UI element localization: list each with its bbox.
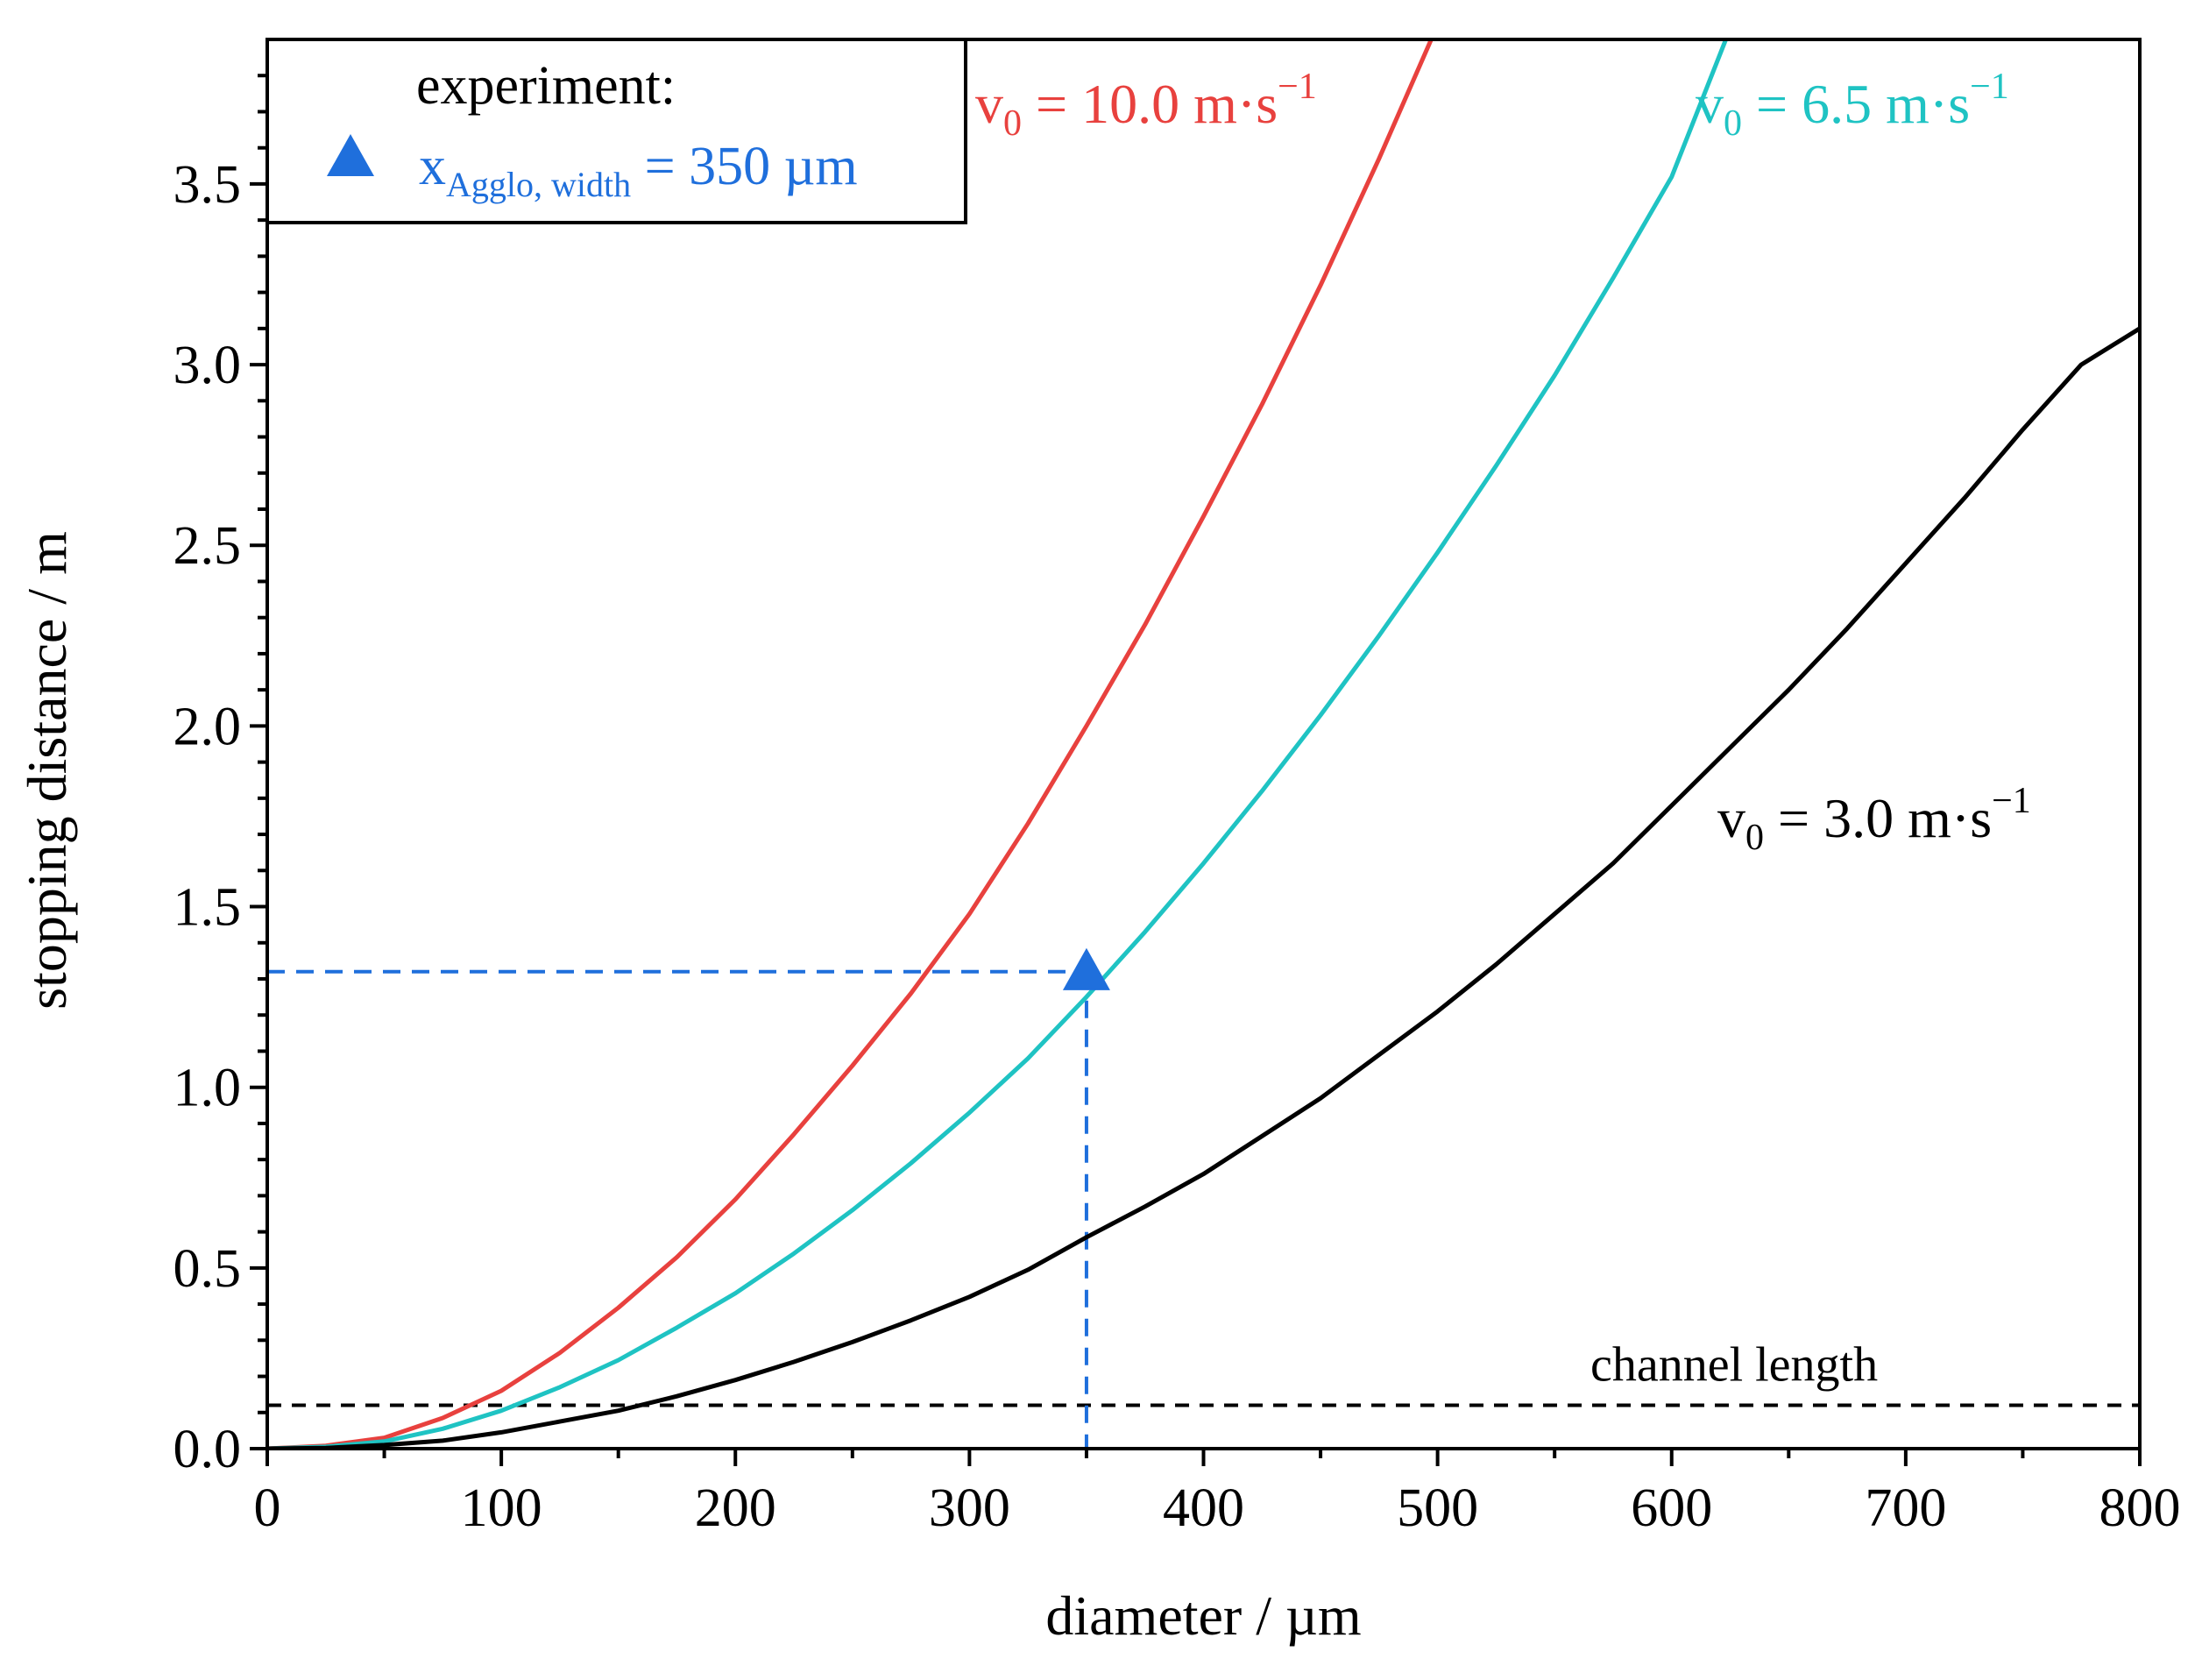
- x-tick-label: 500: [1397, 1478, 1478, 1538]
- curve-v0-10-0-label-rest: = 10.0 m·s: [1022, 73, 1278, 135]
- curve-v0-3-0-label-rest: = 3.0 m·s: [1764, 787, 1992, 849]
- y-tick-label: 3.0: [173, 336, 242, 395]
- curve-v0-3-0-line: [267, 326, 2140, 1449]
- legend-entry-main: x: [419, 137, 446, 196]
- x-tick-label: 200: [695, 1478, 776, 1538]
- curve-v0-6-5-label-main: v: [1696, 73, 1724, 135]
- curve-v0-3-0-label-main: v: [1717, 787, 1745, 849]
- x-tick-label: 100: [461, 1478, 542, 1538]
- y-axis-title: stopping distance / m: [16, 531, 78, 1010]
- y-tick-label: 0.0: [173, 1420, 242, 1479]
- curve-v0-6-5-label-sub: 0: [1724, 103, 1742, 144]
- legend-entry-label: xAgglo, width = 350 µm: [419, 137, 858, 204]
- x-axis-title: diameter / µm: [1045, 1584, 1361, 1647]
- y-tick-label: 2.5: [173, 516, 242, 576]
- y-tick-label: 2.0: [173, 697, 242, 756]
- y-tick-label: 0.5: [173, 1239, 242, 1299]
- curve-v0-10-0-label: v0 = 10.0 m·s−1: [975, 67, 1317, 144]
- curve-v0-3-0-label-sub: 0: [1745, 818, 1764, 858]
- curve-v0-3-0-label-sup: −1: [1992, 781, 2031, 821]
- curve-v0-10-0-line: [267, 39, 1434, 1449]
- x-tick-label: 300: [929, 1478, 1010, 1538]
- y-tick-label: 1.5: [173, 878, 242, 938]
- curve-v0-10-0-label-sub: 0: [1003, 103, 1022, 144]
- marker-layer: [1062, 947, 1110, 990]
- legend-entry-rest: = 350 µm: [631, 137, 857, 196]
- x-tick-label: 600: [1631, 1478, 1712, 1538]
- legend: experiment: xAgglo, width = 350 µm: [266, 38, 967, 224]
- legend-triangle-icon: [327, 134, 374, 177]
- x-tick-label: 800: [2099, 1478, 2181, 1538]
- x-tick-label: 0: [254, 1478, 281, 1538]
- y-tick-label: 1.0: [173, 1059, 242, 1118]
- curve-v0-6-5-label-sup: −1: [1970, 67, 2009, 107]
- label-layer: v0 = 10.0 m·s−1 v0 = 6.5 m·s−1v0 = 3.0 m·…: [975, 67, 2031, 858]
- curve-v0-6-5-label: v0 = 6.5 m·s−1: [1696, 67, 2009, 144]
- legend-title: experiment:: [416, 56, 676, 116]
- curve-v0-10-0-label-main: v: [975, 73, 1003, 135]
- experiment-guide-layer: [267, 969, 1088, 1449]
- x-tick-label: 700: [1865, 1478, 1946, 1538]
- reference-layer: channel length: [267, 1338, 2140, 1407]
- legend-box: [266, 38, 967, 224]
- series-layer: [267, 39, 2140, 1449]
- x-tick-label: 400: [1163, 1478, 1244, 1538]
- y-tick-label: 3.5: [173, 155, 242, 215]
- curve-v0-10-0-label-sup: −1: [1278, 67, 1317, 107]
- curve-v0-6-5-label-rest: = 6.5 m·s: [1742, 73, 1970, 135]
- axes-layer: 0 100 200 300 400 500 600 700 800 0.0 0.5 1.0 1.5 2.0…: [16, 38, 2181, 1647]
- experiment-point-marker: [1062, 947, 1110, 990]
- curve-v0-3-0-label: v0 = 3.0 m·s−1: [1717, 781, 2031, 858]
- curve-v0-6-5-line: [267, 39, 1729, 1449]
- channel-length-label: channel length: [1590, 1338, 1878, 1393]
- legend-entry-sub: Agglo, width: [446, 165, 631, 204]
